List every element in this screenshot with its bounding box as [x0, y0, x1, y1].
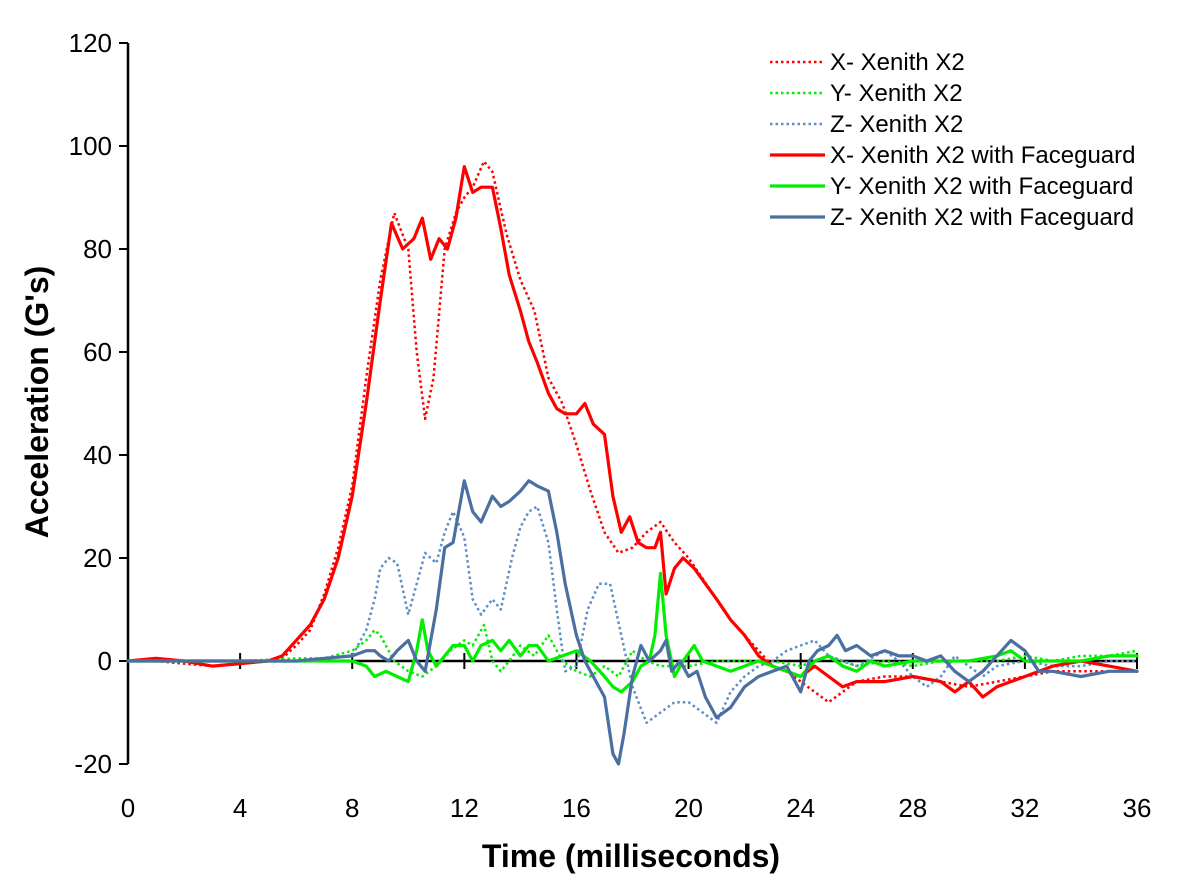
series-layer: [126, 160, 1139, 766]
x-axis-title: Time (milliseconds): [482, 838, 780, 874]
y-tick-label: 20: [83, 543, 112, 573]
y-tick-label: 80: [83, 234, 112, 264]
y-tick-label: 40: [83, 440, 112, 470]
x-tick-label: 4: [233, 793, 247, 823]
y-axis-title: Acceleration (G's): [19, 266, 55, 539]
x-tick-label: 16: [562, 793, 591, 823]
x-tick-label: 8: [345, 793, 359, 823]
y-tick-label: -20: [74, 749, 112, 779]
legend-label: X- Xenith X2 with Faceguard: [830, 142, 1136, 169]
legend-label: Z- Xenith X2 with Faceguard: [830, 204, 1134, 231]
legend-label: Y- Xenith X2: [830, 80, 963, 107]
series-line-x-xenith-x2: [128, 160, 1137, 704]
y-tick-label: 60: [83, 337, 112, 367]
y-tick-label: 100: [69, 131, 112, 161]
x-tick-label: 24: [786, 793, 815, 823]
legend: X- Xenith X2 Y- Xenith X2 Z- Xenith X2 X- X…: [770, 49, 1136, 231]
series-line-z-xenith-x2-with-faceguard: [126, 479, 1139, 766]
series-line-z-xenith-x2: [128, 505, 1137, 725]
legend-label: X- Xenith X2: [830, 49, 965, 76]
x-tick-label: 20: [674, 793, 703, 823]
y-tick-label: 120: [69, 28, 112, 58]
series-line-x-xenith-x2-with-faceguard: [126, 165, 1139, 699]
x-tick-label: 36: [1123, 793, 1152, 823]
legend-label: Y- Xenith X2 with Faceguard: [830, 173, 1133, 200]
x-tick-label: 0: [121, 793, 135, 823]
x-tick-label: 32: [1010, 793, 1039, 823]
x-tick-label: 12: [450, 793, 479, 823]
y-tick-label: 0: [98, 646, 112, 676]
legend-label: Z- Xenith X2: [830, 111, 963, 138]
x-tick-label: 28: [898, 793, 927, 823]
